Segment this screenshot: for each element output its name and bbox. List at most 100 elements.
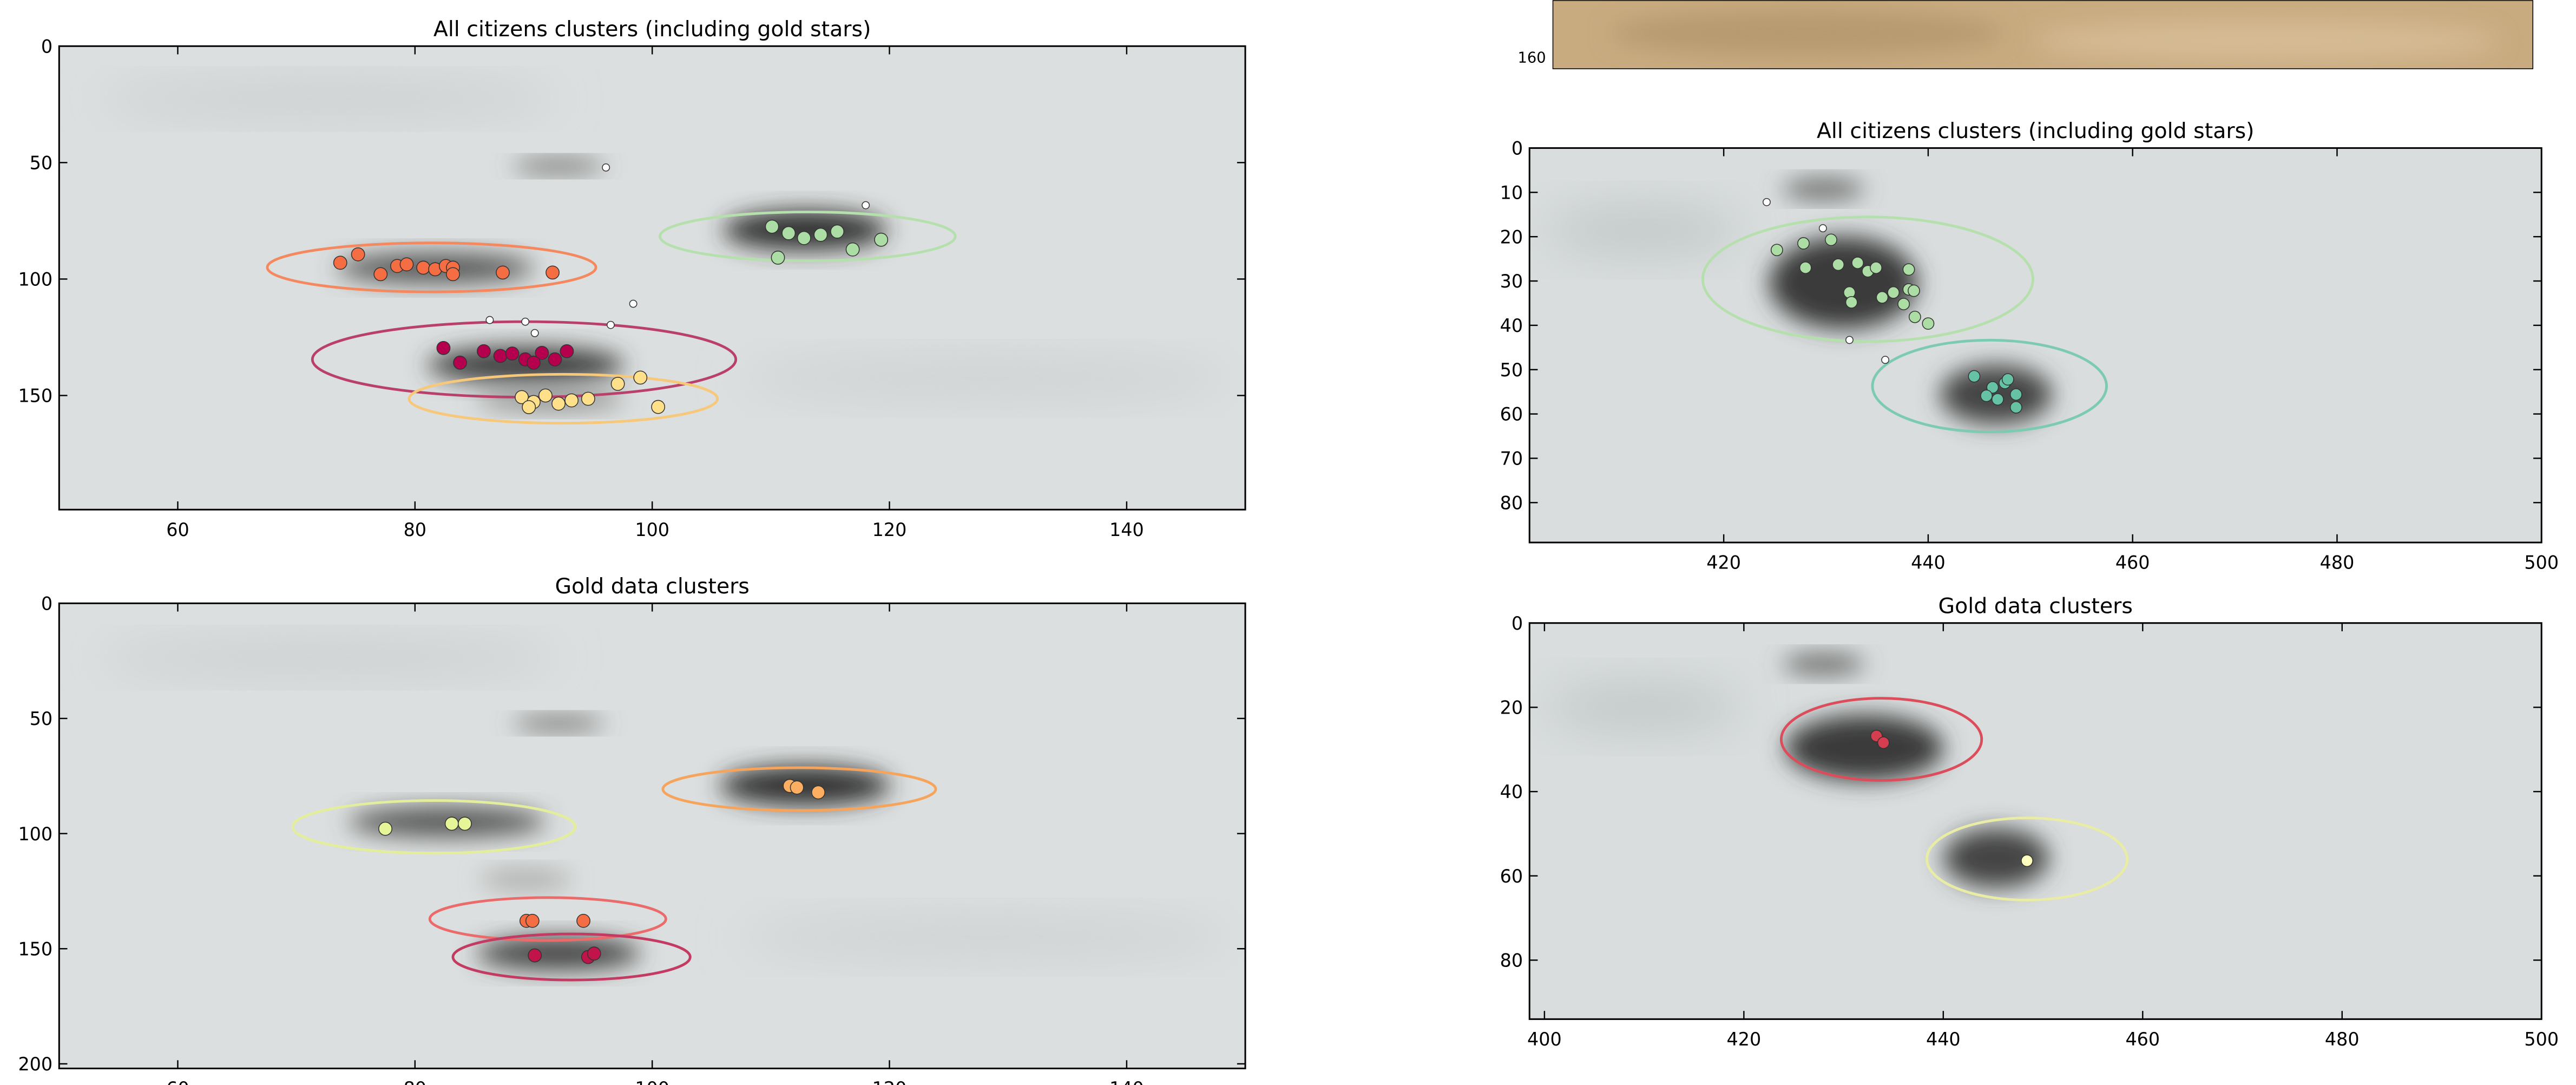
point	[1882, 356, 1889, 363]
point	[582, 392, 595, 405]
point	[602, 164, 609, 171]
point	[527, 356, 540, 369]
point	[458, 817, 471, 830]
x-tick-label: 80	[404, 519, 426, 540]
x-tick-label: 400	[1527, 1029, 1562, 1050]
y-tick-label: 20	[1500, 226, 1523, 247]
point	[1903, 264, 1914, 275]
x-tick-label: 120	[872, 1078, 907, 1085]
background-image	[59, 603, 1245, 1068]
point	[494, 349, 507, 362]
point	[1819, 225, 1826, 232]
x-tick-label: 480	[2325, 1029, 2360, 1050]
point	[522, 318, 529, 325]
x-tick-label: 460	[2115, 552, 2150, 573]
point	[846, 243, 859, 256]
y-tick-label: 10	[1500, 182, 1523, 203]
y-tick-label: 50	[30, 708, 52, 729]
y-tick-label: 20	[1500, 697, 1523, 718]
point	[771, 251, 784, 264]
chart-title: All citizens clusters (including gold st…	[433, 17, 871, 42]
point	[552, 397, 565, 410]
y-tick-label: 60	[1500, 404, 1523, 425]
x-tick-label: 60	[166, 1078, 189, 1085]
point	[814, 228, 827, 241]
point	[2021, 855, 2033, 866]
point	[1909, 311, 1921, 323]
point	[400, 258, 413, 271]
point	[1870, 262, 1882, 273]
chart-title: Gold data clusters	[555, 574, 749, 599]
y-tick-label: 70	[1500, 448, 1523, 469]
x-tick-label: 460	[2125, 1029, 2160, 1050]
point	[765, 220, 778, 233]
y-tick-label: 60	[1500, 866, 1523, 887]
point	[548, 353, 561, 366]
point	[875, 233, 888, 246]
y-tick-label: 50	[1500, 360, 1523, 381]
point	[1876, 292, 1888, 303]
x-tick-label: 420	[1706, 552, 1741, 573]
point	[607, 321, 614, 328]
point	[528, 949, 541, 962]
point	[539, 389, 552, 402]
point	[1922, 318, 1934, 329]
point	[477, 345, 490, 358]
point	[2010, 389, 2022, 400]
x-tick-label: 100	[635, 1078, 669, 1085]
y-tick-label: 100	[18, 269, 52, 290]
point	[1771, 244, 1783, 256]
background-image	[59, 46, 1245, 509]
point	[577, 914, 590, 927]
background-image	[1529, 148, 2541, 542]
y-tick-label: 40	[1500, 781, 1523, 802]
point	[437, 342, 450, 355]
point	[1888, 287, 1899, 298]
y-tick-label: 200	[18, 1054, 52, 1075]
x-tick-label: 80	[404, 1078, 426, 1085]
point	[812, 786, 825, 799]
y-tick-label: 0	[1512, 613, 1523, 634]
point	[790, 781, 803, 794]
point	[782, 227, 795, 240]
y-tick-label: 30	[1500, 271, 1523, 292]
x-tick-label: 60	[166, 519, 189, 540]
chart-title: All citizens clusters (including gold st…	[1817, 119, 2255, 143]
point	[611, 377, 624, 390]
background-image	[1529, 623, 2541, 1019]
page: {"chart_data":[ {"type":"image","yticks"…	[0, 0, 2576, 1085]
point	[1898, 298, 1909, 310]
x-tick-label: 500	[2524, 1029, 2559, 1050]
point	[374, 267, 387, 280]
x-tick-label: 140	[1109, 1078, 1144, 1085]
y-tick-label: 150	[18, 938, 52, 959]
point	[798, 232, 811, 245]
point	[831, 225, 844, 238]
point	[1852, 257, 1863, 269]
point	[1763, 199, 1770, 206]
point	[588, 947, 601, 960]
point	[351, 248, 364, 261]
point	[560, 345, 573, 358]
point	[526, 914, 539, 927]
point	[531, 330, 538, 337]
x-tick-label: 100	[635, 519, 669, 540]
point	[1846, 336, 1853, 343]
point	[379, 822, 392, 835]
point	[1800, 262, 1811, 273]
x-tick-label: 440	[1911, 552, 1946, 573]
x-tick-label: 440	[1926, 1029, 1961, 1050]
point	[1992, 394, 2003, 405]
y-tick-label: 0	[1512, 138, 1523, 159]
point	[522, 401, 535, 414]
y-tick-label: 0	[41, 593, 52, 614]
y-tick-label: 40	[1500, 315, 1523, 336]
y-tick-label: 160	[1517, 50, 1546, 67]
point	[1846, 297, 1857, 308]
chart-title: Gold data clusters	[1938, 594, 2133, 619]
point	[1798, 238, 1809, 249]
point	[446, 267, 459, 280]
y-tick-label: 100	[18, 823, 52, 845]
point	[2002, 374, 2014, 385]
point	[496, 266, 509, 279]
